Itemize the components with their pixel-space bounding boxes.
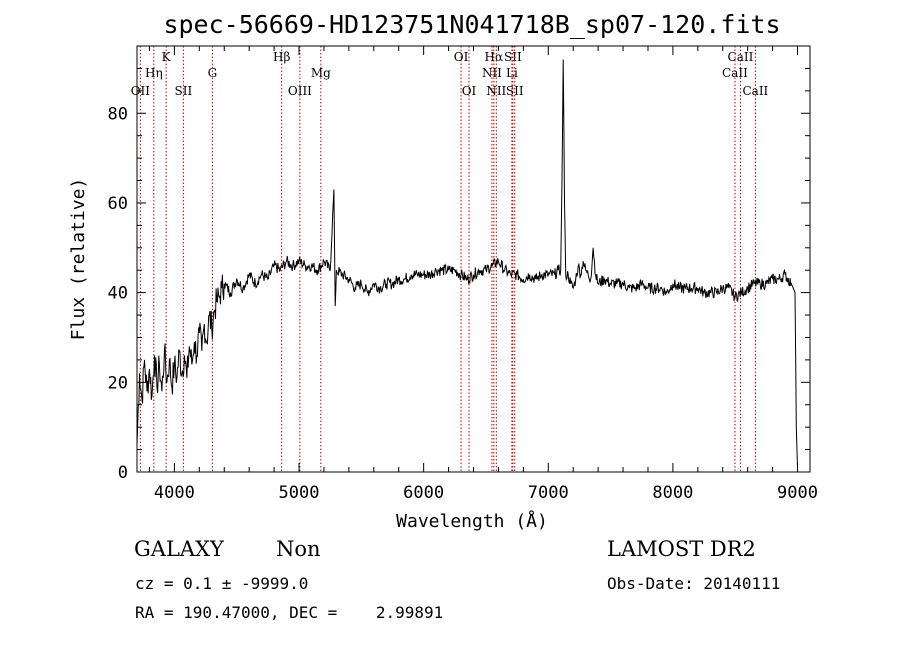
survey-name: LAMOST DR2 (607, 537, 756, 561)
x-tick-label: 7000 (528, 483, 569, 503)
object-class: GALAXY (134, 537, 224, 561)
spectral-line-label: CaII (728, 50, 754, 64)
spectrum-line (136, 59, 798, 468)
plot-frame (136, 45, 811, 473)
chart-title: spec-56669-HD123751N041718B_sp07-120.fit… (163, 10, 780, 39)
spectral-line-label: NII (486, 84, 506, 98)
spectral-line-label: SII (175, 84, 193, 98)
spectral-line-label: Hη (145, 66, 163, 80)
redshift-cz: cz = 0.1 ± -9999.0 (135, 574, 309, 593)
spectral-line-label: CaII (742, 84, 768, 98)
spectral-line-label: Hα (485, 50, 504, 64)
y-tick-label: 40 (108, 284, 128, 304)
spectral-line-label: G (208, 66, 218, 80)
y-tick-label: 20 (108, 373, 128, 393)
x-tick-label: 5000 (279, 483, 320, 503)
spectral-line-label: OI (462, 84, 477, 98)
x-axis-ticks: 4000 5000 6000 7000 8000 9000 (148, 46, 818, 503)
y-tick-label: 60 (108, 194, 128, 214)
x-tick-label: 6000 (403, 483, 444, 503)
object-subclass: Non (276, 537, 321, 561)
y-axis-label: Flux (relative) (68, 178, 89, 341)
spectral-line-label: SII (504, 50, 522, 64)
ra-dec: RA = 190.47000, DEC = 2.99891 (135, 603, 444, 622)
spectral-line-label: OI (454, 50, 469, 64)
x-tick-label: 4000 (154, 483, 195, 503)
spectral-line-label: SII (506, 84, 524, 98)
spectral-line-markers: OIIHηKSIIGHβOIIIMgOIOIHαNIINIISIILiSIICa… (131, 46, 769, 472)
spectral-line-label: OIII (288, 84, 312, 98)
spectral-line-label: Hβ (273, 50, 290, 64)
obs-date: Obs-Date: 20140111 (607, 574, 781, 593)
spectral-line-label: K (162, 50, 172, 64)
spectral-line-label: NII (482, 66, 502, 80)
spectral-line-label: Li (506, 66, 518, 80)
x-axis-label: Wavelength (Å) (396, 510, 548, 532)
y-tick-label: 0 (118, 463, 128, 483)
spectral-line-label: Mg (311, 66, 331, 80)
x-tick-label: 8000 (652, 483, 693, 503)
x-tick-label: 9000 (777, 483, 818, 503)
spectral-line-label: CaII (722, 66, 748, 80)
y-tick-label: 80 (108, 104, 128, 124)
y-axis-ticks: 0 20 40 60 80 (108, 67, 810, 483)
